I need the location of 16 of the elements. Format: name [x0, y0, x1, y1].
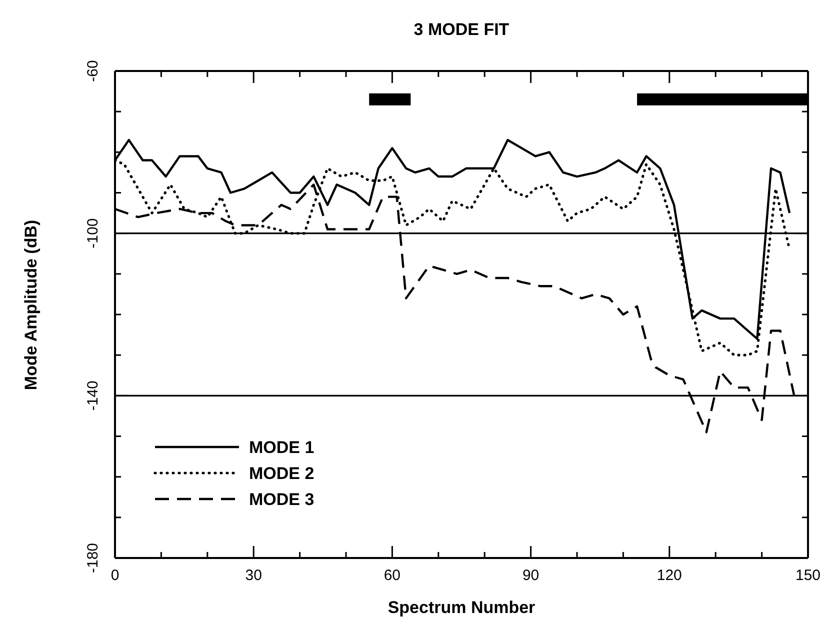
x-tick-label: 0: [110, 567, 120, 584]
y-axis-title: Mode Amplitude (dB): [22, 220, 40, 390]
x-tick-label: 90: [522, 567, 540, 584]
y-tick-label: -60: [84, 60, 102, 82]
x-tick-label: 150: [795, 567, 821, 584]
y-tick-label: -140: [84, 380, 102, 411]
legend-label: MODE 2: [249, 464, 314, 482]
legend-label: MODE 1: [249, 438, 314, 456]
legend-label: MODE 3: [249, 490, 314, 508]
x-axis-title: Spectrum Number: [388, 598, 536, 617]
x-tick-label: 30: [245, 567, 262, 584]
x-tick-label: 60: [384, 567, 401, 584]
y-tick-label: -180: [84, 542, 102, 574]
chart-title: 3 MODE FIT: [414, 20, 510, 39]
x-tick-label: 120: [656, 567, 682, 584]
y-tick-label: -100: [84, 218, 102, 248]
